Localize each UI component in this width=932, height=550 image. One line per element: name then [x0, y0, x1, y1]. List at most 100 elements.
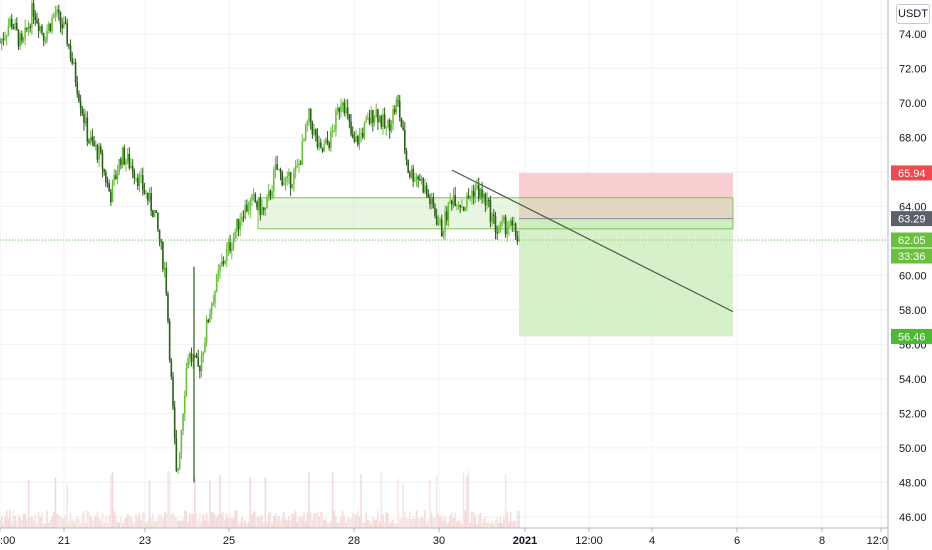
candle-body: [32, 3, 35, 17]
candle-body: [346, 107, 349, 115]
drawings[interactable]: [257, 172, 734, 337]
volume-bar: [419, 519, 421, 528]
candle-body: [466, 195, 468, 208]
candle-body: [194, 355, 196, 358]
volume-bar: [498, 522, 500, 528]
candle-body: [99, 146, 102, 153]
time-tick-label: 8: [819, 535, 825, 547]
volume-bar: [395, 523, 398, 528]
candle-body: [204, 342, 206, 353]
candle-body: [15, 22, 18, 30]
candle-body: [476, 185, 478, 188]
candle-body: [234, 231, 236, 238]
volume-bar: [130, 517, 132, 528]
volume-bar: [249, 477, 252, 528]
candle-body: [73, 62, 75, 64]
volume-bar: [304, 521, 307, 528]
candle-body: [140, 175, 142, 177]
volume-bar: [190, 513, 193, 528]
trendline[interactable]: [451, 169, 734, 313]
candle-body: [71, 59, 74, 64]
volume-bar: [110, 474, 112, 528]
volume-bar: [333, 510, 336, 528]
candle-body: [251, 194, 253, 200]
candle-body: [155, 210, 158, 213]
volume-bar: [504, 474, 507, 528]
candle-body: [447, 202, 450, 221]
candle-body: [14, 22, 16, 29]
volume-bar: [34, 514, 37, 528]
volume-bar: [294, 510, 297, 528]
volume-bar: [471, 511, 473, 528]
volume-bar: [84, 522, 87, 528]
stop-price-tag-bg: [891, 165, 932, 181]
candle-body: [445, 211, 448, 221]
volume-bar: [54, 477, 57, 528]
volume-bar: [435, 475, 438, 528]
candle-body: [274, 164, 277, 171]
volume-bar: [49, 519, 52, 528]
volume-bar: [323, 520, 325, 528]
volume-bar: [266, 522, 268, 528]
currency-label[interactable]: USDT: [896, 4, 930, 24]
candle-body: [247, 209, 250, 212]
volume-bar: [24, 513, 26, 528]
candle-body: [63, 22, 65, 29]
volume-bar: [51, 516, 53, 528]
candle-body: [225, 248, 228, 261]
volume-bar: [393, 523, 396, 528]
time-axis[interactable]: :00 21 23 25 28 30 2021 12:00 4 6 8 12:0: [0, 527, 888, 547]
volume-bar: [494, 519, 497, 528]
candle-body: [205, 319, 208, 343]
candle-body: [230, 248, 233, 252]
volume-bar: [135, 513, 137, 528]
last-price-tag: 62.05: [891, 232, 932, 248]
candle-body: [410, 168, 413, 177]
volume-bar: [138, 513, 141, 528]
time-tick-label: 30: [433, 535, 445, 547]
volume-bar: [345, 522, 347, 528]
candle-body: [387, 120, 389, 128]
volume-bar: [111, 472, 114, 528]
volume-bar: [272, 515, 275, 528]
volume-bar: [17, 514, 20, 528]
candle-body: [314, 129, 317, 135]
candle-body: [298, 163, 300, 166]
price-tick-label: 54.00: [899, 374, 927, 386]
candle-body: [472, 190, 475, 197]
volume-bar: [9, 510, 11, 528]
candle-body: [148, 193, 151, 201]
volume-bar: [59, 516, 62, 528]
candle-body: [29, 26, 32, 28]
volume-bar: [279, 520, 282, 528]
take-profit-zone[interactable]: [519, 218, 733, 337]
stop-loss-zone[interactable]: [519, 172, 733, 219]
candle-body: [52, 15, 55, 18]
candle-body: [440, 219, 443, 237]
volume-bar: [99, 520, 102, 528]
volume-bar: [311, 520, 314, 528]
volume-bar: [185, 511, 188, 528]
price-axis[interactable]: 46.0048.0050.0052.0054.0056.0058.0060.00…: [887, 0, 927, 550]
candle-body: [398, 101, 401, 118]
candle-body: [333, 130, 336, 132]
volume-bar: [227, 518, 230, 528]
volume-bar: [474, 514, 477, 528]
volume-bar: [420, 516, 423, 528]
candle-body: [135, 177, 137, 179]
candle-body: [143, 189, 146, 194]
volume-bar: [403, 510, 406, 528]
volume-bar: [192, 513, 194, 528]
volume-bar: [276, 517, 278, 528]
volume-bar: [313, 513, 315, 528]
candle-body: [321, 147, 324, 152]
volume-bar: [121, 522, 124, 528]
volume-bar: [103, 521, 105, 528]
volume-bar: [291, 513, 294, 528]
price-tick-label: 74.00: [899, 29, 927, 41]
candle-body: [81, 108, 84, 115]
candle-body: [487, 199, 490, 201]
volume-bar: [141, 511, 144, 528]
volume-bar: [26, 518, 28, 528]
